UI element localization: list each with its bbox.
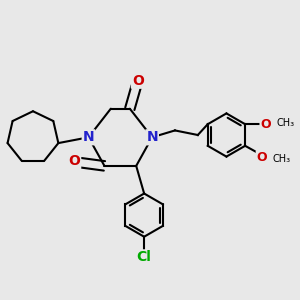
Text: Cl: Cl bbox=[137, 250, 152, 264]
Text: N: N bbox=[83, 130, 94, 144]
Text: O: O bbox=[260, 118, 271, 131]
Text: O: O bbox=[257, 151, 267, 164]
Text: O: O bbox=[68, 154, 80, 168]
Text: O: O bbox=[132, 74, 144, 88]
Text: CH₃: CH₃ bbox=[277, 118, 295, 128]
Text: CH₃: CH₃ bbox=[272, 154, 290, 164]
Text: N: N bbox=[146, 130, 158, 144]
